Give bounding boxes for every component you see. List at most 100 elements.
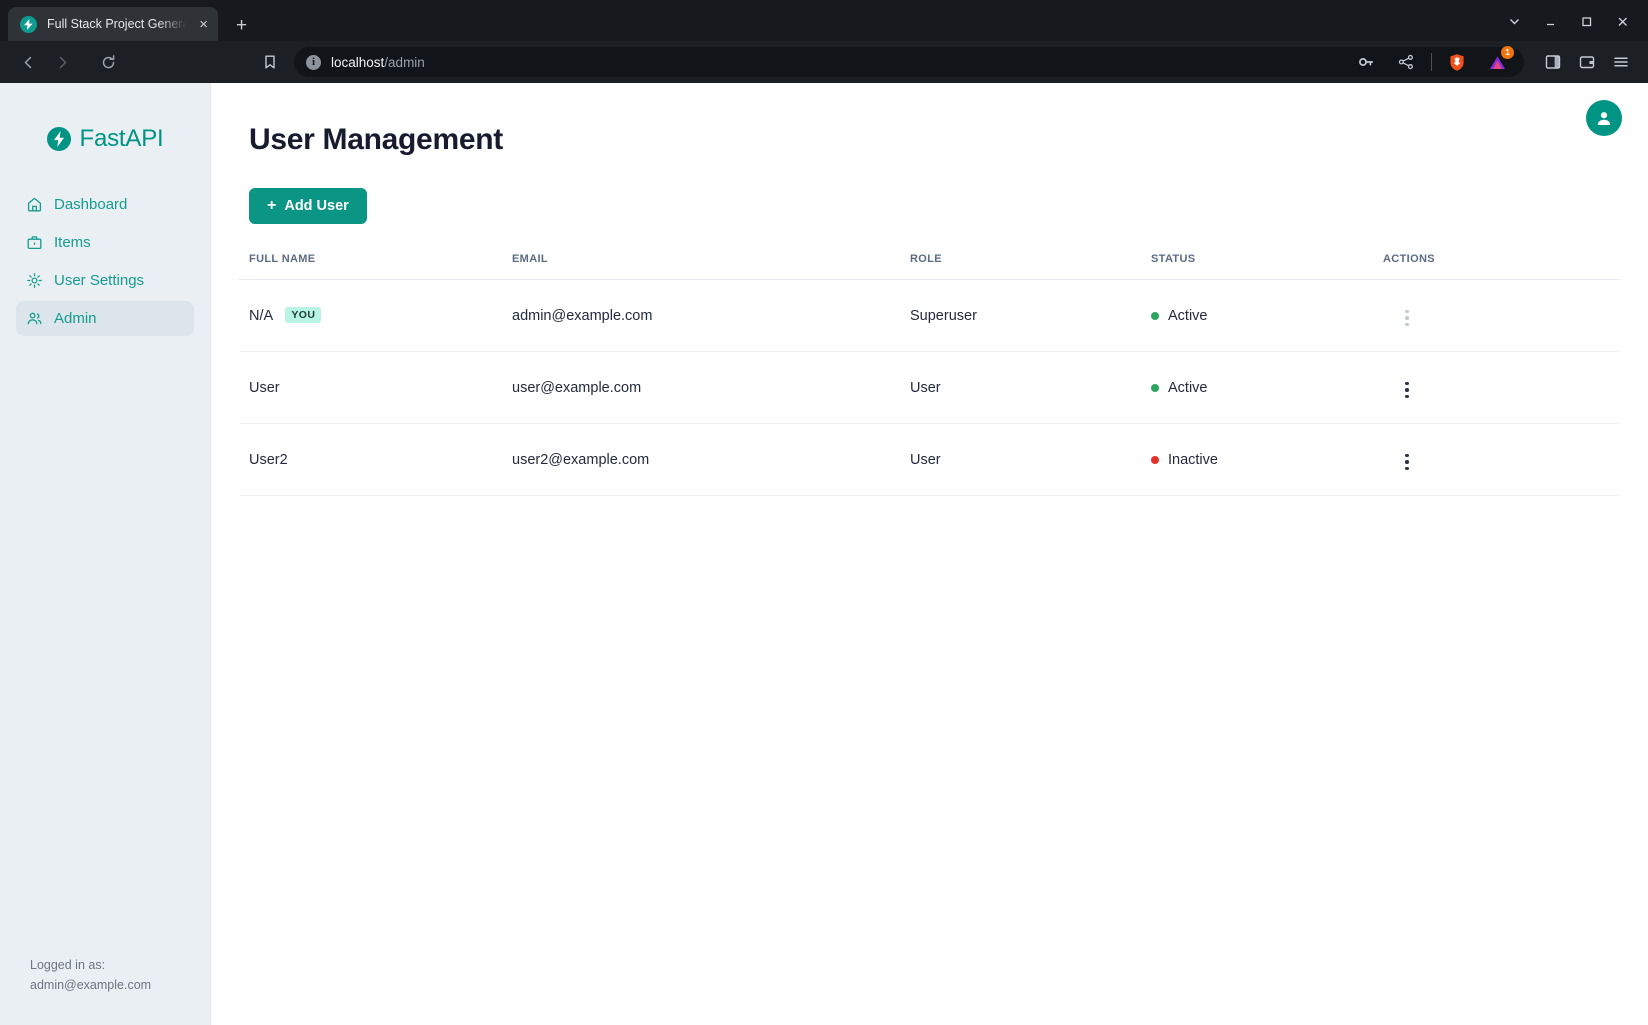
status-badge: Inactive — [1151, 452, 1218, 468]
table-header-row: FULL NAME EMAIL ROLE STATUS ACTIONS — [239, 253, 1620, 280]
status-badge: Active — [1151, 380, 1208, 396]
cell-status: Active — [1141, 351, 1373, 424]
url-path: /admin — [384, 54, 425, 70]
avatar[interactable] — [1586, 100, 1622, 136]
status-dot-icon — [1151, 455, 1159, 464]
reload-icon[interactable] — [92, 46, 124, 78]
sidebar-item-label: Dashboard — [54, 196, 128, 213]
toolbar-right-icons — [1532, 47, 1636, 77]
brave-shield-icon[interactable] — [1442, 47, 1472, 77]
table-row: N/A YOU admin@example.com Superuser Acti… — [239, 279, 1620, 352]
bookmark-icon[interactable] — [254, 46, 286, 78]
user-avatar-icon — [1597, 112, 1611, 125]
header-role: ROLE — [900, 253, 1141, 280]
password-key-icon[interactable] — [1351, 47, 1381, 77]
sidebar-item-label: Items — [54, 234, 91, 251]
cell-email: user@example.com — [502, 351, 900, 424]
status-badge: Active — [1151, 308, 1208, 324]
sidebar-item-dashboard[interactable]: Dashboard — [16, 187, 194, 222]
you-badge: YOU — [285, 307, 322, 323]
tab-search-button[interactable] — [1496, 8, 1532, 34]
site-info-icon[interactable]: i — [306, 54, 321, 70]
cell-email: user2@example.com — [502, 423, 900, 496]
users-icon — [26, 310, 43, 327]
browser-titlebar: Full Stack Project Genera × + — [0, 0, 1648, 41]
row-actions-menu-icon[interactable] — [1399, 306, 1415, 331]
table-row: User user@example.com User Active — [239, 351, 1620, 424]
sidebar-item-admin[interactable]: Admin — [16, 301, 194, 336]
hamburger-menu-icon[interactable] — [1606, 47, 1636, 77]
add-user-button[interactable]: + Add User — [249, 188, 367, 224]
cell-full-name: User — [239, 351, 502, 424]
home-icon — [26, 196, 43, 213]
toolbar-divider — [1431, 53, 1432, 71]
fastapi-logo-icon — [46, 127, 71, 151]
plus-icon: + — [267, 197, 277, 214]
user-full-name: User2 — [249, 451, 288, 468]
app-sidebar: FastAPI Dashboard Items — [0, 83, 211, 1025]
sidebar-item-items[interactable]: Items — [16, 225, 194, 260]
cell-status: Inactive — [1141, 423, 1373, 496]
status-label: Inactive — [1168, 451, 1218, 468]
sidebar-nav: Dashboard Items User Settings — [0, 187, 210, 336]
user-full-name: N/A — [249, 308, 273, 324]
back-icon[interactable] — [12, 46, 44, 78]
address-bar[interactable]: i localhost/admin 1 — [294, 46, 1524, 77]
wallet-icon[interactable] — [1572, 47, 1602, 77]
browser-tab[interactable]: Full Stack Project Genera × — [8, 7, 218, 41]
maximize-button[interactable] — [1568, 8, 1604, 34]
cell-actions — [1373, 351, 1620, 424]
extension-triangle-icon[interactable]: 1 — [1482, 46, 1514, 77]
brand-name: FastAPI — [79, 125, 164, 152]
header-email: EMAIL — [502, 253, 900, 280]
sidebar-panel-icon[interactable] — [1538, 47, 1568, 77]
main-content: User Management + Add User FULL NAME EMA… — [211, 83, 1648, 1025]
cell-role: Superuser — [900, 279, 1141, 352]
brand-logo[interactable]: FastAPI — [0, 83, 210, 187]
fastapi-favicon-icon — [20, 15, 37, 33]
cell-full-name: User2 — [239, 423, 502, 496]
user-full-name: User — [249, 379, 280, 396]
minimize-button[interactable] — [1532, 8, 1568, 34]
logged-in-label: Logged in as: — [30, 957, 106, 972]
cell-role: User — [900, 423, 1141, 496]
status-label: Active — [1168, 379, 1208, 396]
status-dot-icon — [1151, 311, 1159, 320]
extension-badge: 1 — [1501, 46, 1514, 59]
cell-full-name: N/A YOU — [239, 279, 502, 352]
address-bar-actions: 1 — [1351, 46, 1514, 77]
page-viewport: FastAPI Dashboard Items — [0, 83, 1648, 1025]
close-window-button[interactable] — [1604, 8, 1640, 34]
users-table-body: N/A YOU admin@example.com Superuser Acti… — [239, 279, 1620, 496]
status-label: Active — [1168, 307, 1208, 324]
cell-actions — [1373, 279, 1620, 352]
close-tab-icon[interactable]: × — [199, 15, 208, 33]
forward-icon — [46, 46, 78, 78]
sidebar-footer: Logged in as: admin@example.com — [0, 955, 210, 1025]
new-tab-icon[interactable]: + — [236, 15, 248, 36]
cell-email: admin@example.com — [502, 279, 900, 352]
browser-toolbar: i localhost/admin 1 — [0, 41, 1648, 83]
row-actions-menu-icon[interactable] — [1399, 378, 1415, 403]
row-actions-menu-icon[interactable] — [1399, 450, 1415, 475]
sidebar-item-user-settings[interactable]: User Settings — [16, 263, 194, 298]
users-table: FULL NAME EMAIL ROLE STATUS ACTIONS N/A … — [239, 253, 1620, 496]
table-row: User2 user2@example.com User Inactive — [239, 423, 1620, 496]
briefcase-icon — [26, 234, 43, 251]
page-title: User Management — [249, 123, 503, 156]
cell-role: User — [900, 351, 1141, 424]
header-full-name: FULL NAME — [239, 253, 502, 280]
window-controls — [1496, 8, 1640, 34]
sidebar-item-label: User Settings — [54, 272, 145, 289]
cell-actions — [1373, 423, 1620, 496]
logged-in-email: admin@example.com — [30, 977, 152, 992]
cell-status: Active — [1141, 279, 1373, 352]
url-host: localhost — [331, 54, 385, 70]
tab-title: Full Stack Project Genera — [47, 17, 190, 31]
gear-icon — [26, 272, 43, 289]
share-icon[interactable] — [1391, 47, 1421, 77]
status-dot-icon — [1151, 383, 1159, 392]
add-user-label: Add User — [284, 198, 349, 214]
sidebar-item-label: Admin — [54, 310, 97, 327]
